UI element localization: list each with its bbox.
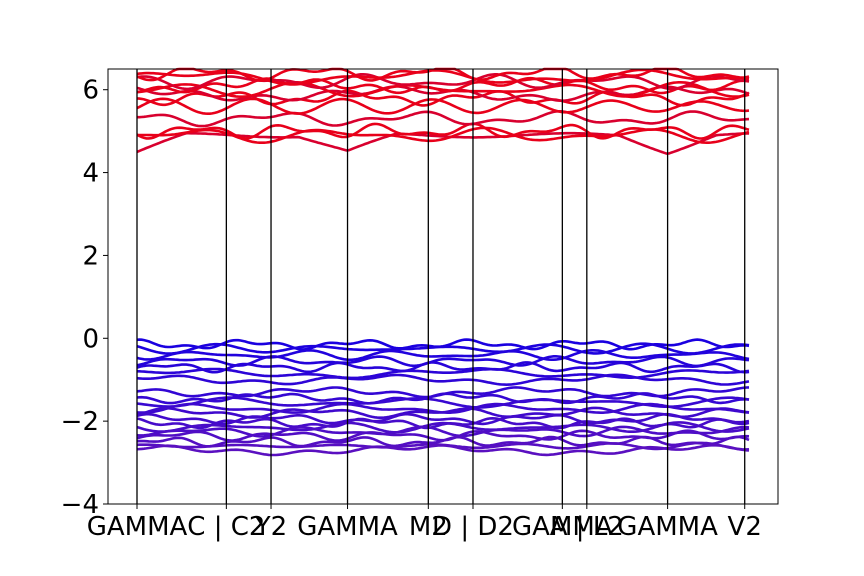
band-line <box>136 361 750 374</box>
band-line <box>137 110 750 128</box>
high-symmetry-lines <box>136 69 746 504</box>
band-lines <box>136 67 750 457</box>
band-line <box>136 421 750 434</box>
x-tick-label: A | L2 <box>550 512 624 542</box>
y-tick-label: −4 <box>61 490 99 520</box>
band-line <box>136 131 750 155</box>
band-line <box>136 73 749 91</box>
band-line <box>136 406 750 419</box>
y-tick-label: 0 <box>82 324 99 354</box>
x-tick-label: GAMMA <box>87 512 188 542</box>
band-line <box>136 435 750 448</box>
band-line <box>136 373 750 387</box>
x-tick-label: GAMMA <box>297 512 398 542</box>
x-tick-label: D | D2 <box>432 512 514 542</box>
x-tick-label: GAMMA <box>617 512 718 542</box>
band-line <box>136 342 750 355</box>
band-line <box>136 97 750 115</box>
y-tick-label: 2 <box>82 241 99 271</box>
x-tick-label: Y2 <box>254 512 287 542</box>
band-line <box>136 122 750 140</box>
x-tick-label: M2 <box>409 512 448 542</box>
band-line <box>136 412 750 426</box>
band-line <box>136 76 750 95</box>
y-tick-label: −2 <box>61 407 99 437</box>
y-axis: −4 −2 0 2 4 6 <box>61 76 108 520</box>
x-tick-label: V2 <box>728 512 762 542</box>
band-line <box>136 349 750 362</box>
x-tick-label: C | C2 <box>187 512 265 542</box>
band-line <box>136 392 750 405</box>
x-tick-label: GAMMA <box>512 512 613 542</box>
plot-frame <box>107 68 779 505</box>
band-line <box>136 443 750 457</box>
y-tick-label: 4 <box>82 159 99 189</box>
band-line <box>136 89 750 107</box>
y-tick-label: 6 <box>82 76 99 106</box>
band-line <box>136 425 750 438</box>
band-line <box>137 367 750 380</box>
